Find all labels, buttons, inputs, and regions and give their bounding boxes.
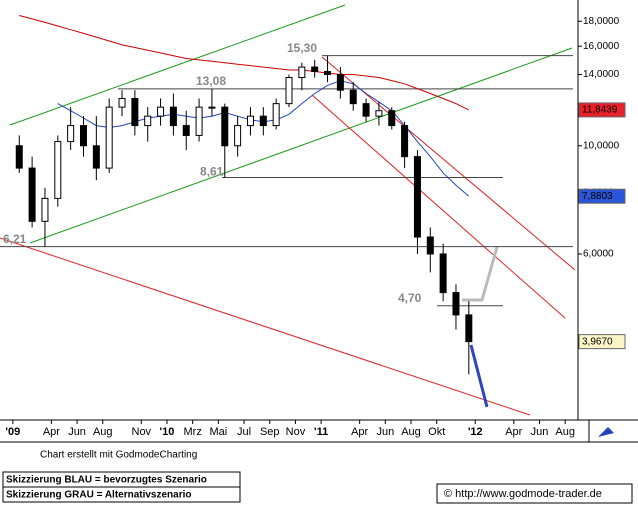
level-label: 6,21 xyxy=(3,232,27,246)
level-label: 13,08 xyxy=(196,74,226,88)
candle-body xyxy=(246,115,254,127)
x-tick-label: Aug xyxy=(401,426,421,438)
x-tick-label: '11 xyxy=(314,426,328,438)
note: Skizzierung GRAU = Alternativszenario xyxy=(6,490,192,501)
channel-line xyxy=(0,237,531,416)
candle-body xyxy=(79,125,87,147)
candle-body xyxy=(439,253,447,294)
x-tick-label: Nov xyxy=(286,426,306,438)
candle-body xyxy=(388,110,396,127)
copyright: © http://www.godmode-trader.de xyxy=(444,488,602,500)
x-tick-label: Apr xyxy=(351,426,368,438)
candle-body xyxy=(272,103,280,127)
x-tick-label: '12 xyxy=(468,426,483,438)
candle-body xyxy=(54,141,62,199)
candle-body xyxy=(41,197,49,222)
moving-average xyxy=(19,15,470,111)
candle-body xyxy=(92,145,100,169)
x-tick-label: Apr xyxy=(43,426,60,438)
x-tick-label: Jun xyxy=(68,426,86,438)
main-scenario xyxy=(469,344,489,408)
candle-body xyxy=(67,125,75,143)
x-tick-label: Jun xyxy=(376,426,394,438)
candle-body xyxy=(324,70,332,75)
y-tick-label: 16,0000 xyxy=(583,41,620,52)
level-label: 15,30 xyxy=(287,41,317,55)
candle-body xyxy=(375,110,383,117)
candle-body xyxy=(259,115,267,127)
candle-body xyxy=(118,97,126,108)
candle-body xyxy=(169,106,177,127)
candle-body xyxy=(182,125,190,136)
x-tick-label: Jun xyxy=(531,426,549,438)
candle-body xyxy=(105,106,113,169)
price-box xyxy=(578,334,626,350)
candle-body xyxy=(426,236,434,255)
y-tick-label: 10,0000 xyxy=(583,140,620,151)
price-box xyxy=(578,188,626,204)
tool-icon[interactable] xyxy=(598,427,614,437)
y-tick-label: 6,0000 xyxy=(583,249,614,260)
price-label: 11,8439 xyxy=(582,105,618,116)
x-tick-label: Mrz xyxy=(184,426,202,438)
alt-scenario xyxy=(462,246,499,302)
note: Skizzierung BLAU = bevorzugtes Szenario xyxy=(6,475,207,486)
candle-body xyxy=(234,125,242,147)
copyright-box xyxy=(436,483,633,504)
price-label: 7,8803 xyxy=(582,191,613,202)
x-tick-label: Okt xyxy=(428,426,445,438)
candle-body xyxy=(311,66,319,72)
candle-body xyxy=(221,106,229,147)
level-label: 4,70 xyxy=(398,291,422,305)
candle-body xyxy=(208,106,216,109)
level-label: 8,61 xyxy=(200,165,224,179)
x-tick-label: Sep xyxy=(260,426,280,438)
channel-line xyxy=(311,94,566,319)
candle-body xyxy=(28,167,36,222)
y-tick-label: 14,0000 xyxy=(583,69,620,80)
candle-body xyxy=(144,115,152,127)
x-tick-label: '09 xyxy=(5,426,20,438)
x-tick-label: Jul xyxy=(237,426,251,438)
price-label: 3,9670 xyxy=(582,336,613,347)
candle-body xyxy=(452,292,460,316)
candle-body xyxy=(298,66,306,79)
candle-body xyxy=(131,97,139,127)
x-tick-label: Nov xyxy=(132,426,152,438)
x-tick-label: Aug xyxy=(93,426,113,438)
price-box xyxy=(578,102,626,118)
candle-body xyxy=(285,77,293,105)
channel-line xyxy=(9,4,346,126)
x-tick-label: Mai xyxy=(209,426,227,438)
candle-body xyxy=(362,103,370,117)
x-tick-label: '10 xyxy=(160,426,175,438)
x-tick-label: Apr xyxy=(505,426,522,438)
candle-body xyxy=(349,89,357,105)
candle-body xyxy=(401,125,409,158)
candle-body xyxy=(15,145,23,169)
y-tick-label: 18,0000 xyxy=(583,16,620,27)
candle-body xyxy=(465,314,473,343)
channel-line xyxy=(29,47,573,244)
credit: Chart erstellt mit GodmodeCharting xyxy=(40,450,197,461)
x-tick-label: Aug xyxy=(555,426,575,438)
candle-body xyxy=(336,73,344,91)
candle-body xyxy=(157,106,165,117)
candle-body xyxy=(195,106,203,136)
candle-body xyxy=(413,156,421,238)
